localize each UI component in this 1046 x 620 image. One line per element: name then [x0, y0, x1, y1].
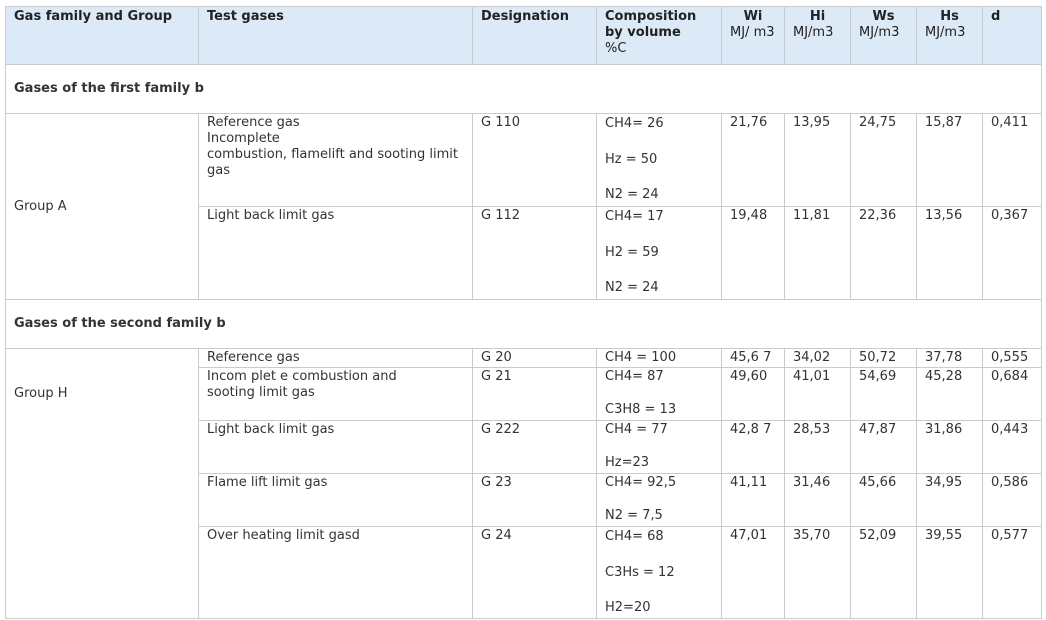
table-row: Flame lift limit gas G 23 CH4= 92,5 N2 =… [6, 473, 1042, 527]
hs-cell: 31,86 [916, 420, 983, 474]
test-gas-cell: Light back limit gas [198, 206, 473, 300]
table-row: Incom plet e combustion and sooting limi… [6, 367, 1042, 421]
d-cell: 0,411 [982, 113, 1042, 207]
designation-cell: G 20 [472, 348, 597, 368]
header-wi: Wi MJ/ m3 [721, 6, 785, 65]
section-row: Gases of the second family b [5, 299, 1042, 349]
wi-cell: 45,6 7 [721, 348, 785, 368]
designation-cell: G 222 [472, 420, 597, 474]
wi-cell: 21,76 [721, 113, 785, 207]
section-row: Gases of the first family b [5, 64, 1042, 114]
test-gas-cell: Over heating limit gasd [198, 526, 473, 619]
table-row: Group A Reference gas Incomplete combust… [5, 113, 1042, 300]
test-gas-cell: Flame lift limit gas [198, 473, 473, 527]
hi-cell: 13,95 [784, 113, 851, 207]
hs-cell: 34,95 [916, 473, 983, 527]
d-cell: 0,577 [982, 526, 1042, 619]
hs-cell: 37,78 [916, 348, 983, 368]
hs-cell: 13,56 [916, 206, 983, 300]
d-cell: 0,684 [982, 367, 1042, 421]
header-designation: Designation [472, 6, 597, 65]
hi-cell: 28,53 [784, 420, 851, 474]
group-label: Group A [5, 113, 199, 300]
section-title: Gases of the first family b [5, 64, 1042, 114]
table-row: Light back limit gas G 112 CH4= 17 H2 = … [6, 206, 1042, 300]
header-hs: Hs MJ/m3 [916, 6, 983, 65]
test-gas-cell: Incom plet e combustion and sooting limi… [198, 367, 473, 421]
hs-cell: 45,28 [916, 367, 983, 421]
composition-cell: CH4= 87 C3H8 = 13 [596, 367, 722, 421]
table-row: Over heating limit gasd G 24 CH4= 68 C3H… [6, 526, 1042, 619]
hs-cell: 39,55 [916, 526, 983, 619]
header-test-gases: Test gases [198, 6, 473, 65]
group-label: Group H [5, 348, 199, 619]
wi-cell: 42,8 7 [721, 420, 785, 474]
composition-cell: CH4 = 100 [596, 348, 722, 368]
composition-cell: CH4= 68 C3Hs = 12 H2=20 [596, 526, 722, 619]
hi-cell: 34,02 [784, 348, 851, 368]
test-gas-cell: Reference gas Incomplete combustion, fla… [198, 113, 473, 207]
composition-cell: CH4 = 77 Hz=23 [596, 420, 722, 474]
designation-cell: G 110 [472, 113, 597, 207]
ws-cell: 24,75 [850, 113, 917, 207]
hi-cell: 35,70 [784, 526, 851, 619]
wi-cell: 41,11 [721, 473, 785, 527]
ws-cell: 54,69 [850, 367, 917, 421]
gas-table: Gas family and Group Test gases Designat… [5, 6, 1042, 619]
wi-cell: 49,60 [721, 367, 785, 421]
header-composition: Composition by volume %C [596, 6, 722, 65]
d-cell: 0,367 [982, 206, 1042, 300]
header-d: d [982, 6, 1042, 65]
ws-cell: 47,87 [850, 420, 917, 474]
test-gas-cell: Reference gas [198, 348, 473, 368]
header-family-group: Gas family and Group [5, 6, 199, 65]
designation-cell: G 23 [472, 473, 597, 527]
header-row: Gas family and Group Test gases Designat… [5, 6, 1042, 65]
wi-cell: 47,01 [721, 526, 785, 619]
header-hi: Hi MJ/m3 [784, 6, 851, 65]
ws-cell: 22,36 [850, 206, 917, 300]
hi-cell: 31,46 [784, 473, 851, 527]
designation-cell: G 112 [472, 206, 597, 300]
test-gas-cell: Light back limit gas [198, 420, 473, 474]
composition-cell: CH4= 17 H2 = 59 N2 = 24 [596, 206, 722, 300]
ws-cell: 45,66 [850, 473, 917, 527]
ws-cell: 50,72 [850, 348, 917, 368]
wi-cell: 19,48 [721, 206, 785, 300]
header-ws: Ws MJ/m3 [850, 6, 917, 65]
designation-cell: G 21 [472, 367, 597, 421]
composition-cell: CH4= 92,5 N2 = 7,5 [596, 473, 722, 527]
hs-cell: 15,87 [916, 113, 983, 207]
designation-cell: G 24 [472, 526, 597, 619]
hi-cell: 11,81 [784, 206, 851, 300]
d-cell: 0,586 [982, 473, 1042, 527]
composition-cell: CH4= 26 Hz = 50 N2 = 24 [596, 113, 722, 207]
ws-cell: 52,09 [850, 526, 917, 619]
d-cell: 0,555 [982, 348, 1042, 368]
table-row: Group H Reference gas G 20 CH4 = 100 45,… [5, 348, 1042, 619]
d-cell: 0,443 [982, 420, 1042, 474]
section-title: Gases of the second family b [5, 299, 1042, 349]
hi-cell: 41,01 [784, 367, 851, 421]
